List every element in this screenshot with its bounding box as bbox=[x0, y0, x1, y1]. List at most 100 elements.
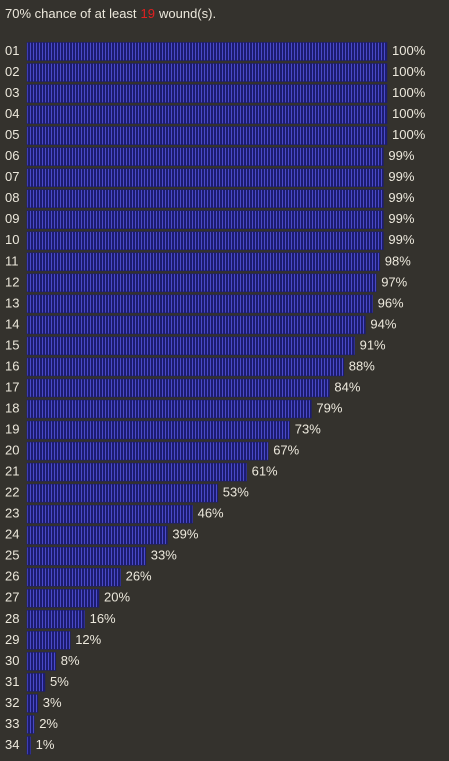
category-label: 32 bbox=[5, 695, 19, 710]
bar bbox=[26, 231, 384, 251]
value-label: 88% bbox=[349, 358, 375, 373]
value-label: 79% bbox=[316, 400, 342, 415]
bar bbox=[26, 105, 388, 124]
bar bbox=[26, 399, 312, 419]
bar bbox=[26, 694, 39, 713]
value-label: 26% bbox=[126, 569, 152, 584]
value-label: 33% bbox=[151, 548, 177, 563]
value-label: 53% bbox=[223, 485, 249, 500]
bar bbox=[26, 210, 384, 230]
title-suffix: wound(s). bbox=[158, 6, 216, 21]
value-label: 46% bbox=[198, 506, 224, 521]
value-label: 100% bbox=[392, 64, 426, 79]
bar bbox=[26, 504, 193, 524]
bar bbox=[26, 294, 373, 314]
value-label: 100% bbox=[392, 43, 426, 58]
bar bbox=[26, 652, 57, 671]
category-label: 27 bbox=[5, 590, 19, 605]
bar bbox=[26, 357, 345, 377]
category-label: 23 bbox=[5, 506, 19, 521]
bar bbox=[26, 568, 121, 587]
bar bbox=[26, 84, 388, 103]
category-label: 08 bbox=[5, 190, 19, 205]
category-label: 13 bbox=[5, 295, 19, 310]
category-label: 15 bbox=[5, 337, 19, 352]
value-label: 99% bbox=[388, 148, 414, 163]
bar bbox=[26, 441, 269, 461]
bar bbox=[26, 483, 219, 503]
bar bbox=[26, 462, 247, 482]
value-label: 3% bbox=[43, 695, 62, 710]
category-label: 10 bbox=[5, 232, 19, 247]
value-label: 5% bbox=[50, 674, 69, 689]
value-label: 61% bbox=[252, 464, 278, 479]
bar bbox=[26, 378, 330, 398]
bar bbox=[26, 252, 381, 272]
category-label: 34 bbox=[5, 737, 19, 752]
category-label: 24 bbox=[5, 527, 19, 542]
category-label: 18 bbox=[5, 400, 19, 415]
value-label: 73% bbox=[295, 421, 321, 436]
category-label: 19 bbox=[5, 421, 19, 436]
bar bbox=[26, 610, 85, 629]
category-label: 25 bbox=[5, 548, 19, 563]
category-label: 12 bbox=[5, 274, 19, 289]
value-label: 99% bbox=[388, 211, 414, 226]
category-label: 05 bbox=[5, 127, 19, 142]
bar bbox=[26, 315, 366, 335]
bar bbox=[26, 420, 291, 440]
bar bbox=[26, 336, 355, 356]
value-label: 12% bbox=[75, 632, 101, 647]
bar bbox=[26, 631, 71, 650]
bar bbox=[26, 525, 168, 545]
category-label: 14 bbox=[5, 316, 19, 331]
category-label: 04 bbox=[5, 106, 19, 121]
category-label: 31 bbox=[5, 674, 19, 689]
bar bbox=[26, 736, 31, 755]
value-label: 99% bbox=[388, 190, 414, 205]
bar bbox=[26, 63, 388, 82]
bar bbox=[26, 673, 46, 692]
value-label: 96% bbox=[378, 295, 404, 310]
bar bbox=[26, 189, 384, 208]
value-label: 100% bbox=[392, 127, 426, 142]
title-highlight: 19 bbox=[141, 6, 155, 21]
category-label: 07 bbox=[5, 169, 19, 184]
value-label: 91% bbox=[360, 337, 386, 352]
value-label: 39% bbox=[172, 527, 198, 542]
title-prefix: 70% chance of at least bbox=[5, 6, 137, 21]
bar bbox=[26, 126, 388, 145]
bar bbox=[26, 42, 388, 61]
value-label: 84% bbox=[334, 379, 360, 394]
value-label: 100% bbox=[392, 85, 426, 100]
bar bbox=[26, 546, 147, 566]
value-label: 1% bbox=[36, 737, 55, 752]
value-label: 100% bbox=[392, 106, 426, 121]
bar bbox=[26, 168, 384, 187]
value-label: 94% bbox=[370, 316, 396, 331]
category-label: 20 bbox=[5, 443, 19, 458]
value-label: 20% bbox=[104, 590, 130, 605]
category-label: 28 bbox=[5, 611, 19, 626]
category-label: 09 bbox=[5, 211, 19, 226]
value-label: 97% bbox=[381, 274, 407, 289]
category-label: 29 bbox=[5, 632, 19, 647]
category-label: 02 bbox=[5, 64, 19, 79]
bar bbox=[26, 589, 100, 608]
category-label: 11 bbox=[5, 253, 19, 268]
value-label: 8% bbox=[61, 653, 80, 668]
bar bbox=[26, 147, 384, 166]
category-label: 17 bbox=[5, 379, 19, 394]
category-label: 21 bbox=[5, 464, 19, 479]
category-label: 16 bbox=[5, 358, 19, 373]
category-label: 30 bbox=[5, 653, 19, 668]
category-label: 03 bbox=[5, 85, 19, 100]
category-label: 22 bbox=[5, 485, 19, 500]
value-label: 99% bbox=[388, 169, 414, 184]
category-label: 26 bbox=[5, 569, 19, 584]
chart-title: 70% chance of at least 19 wound(s). bbox=[5, 6, 216, 21]
category-label: 33 bbox=[5, 716, 19, 731]
bar bbox=[26, 715, 35, 734]
